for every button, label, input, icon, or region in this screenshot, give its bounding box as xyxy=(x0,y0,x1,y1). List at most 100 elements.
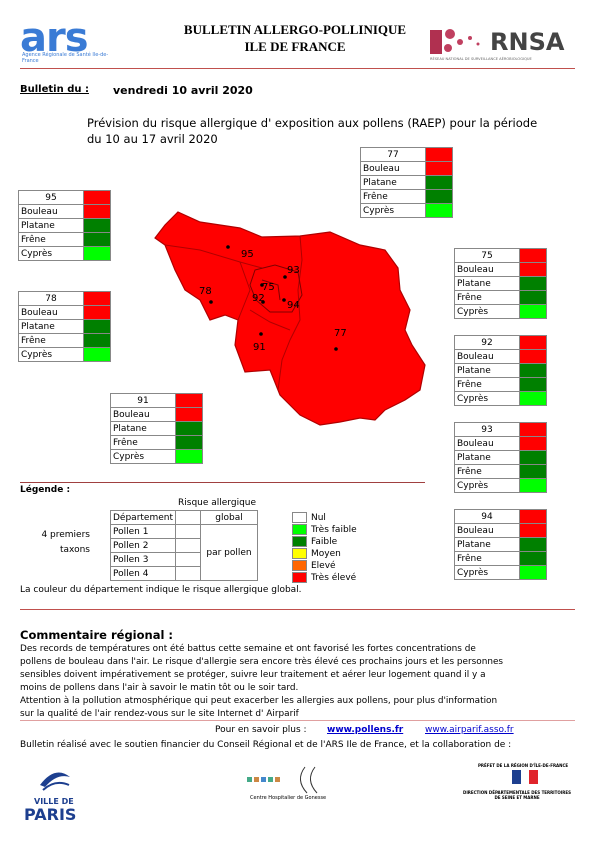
pollen-risk xyxy=(425,189,453,204)
hospital-mark xyxy=(247,766,318,794)
box-row: Frêne xyxy=(454,464,547,479)
map-label: 91 xyxy=(253,342,266,353)
box-row: Bouleau xyxy=(18,204,111,219)
box-row: 75 xyxy=(454,248,547,263)
pollen-risk xyxy=(519,290,547,305)
box-row: 91 xyxy=(110,393,203,408)
pollen-name: Bouleau xyxy=(18,305,84,320)
rnsa-logo: RNSA xyxy=(490,28,565,56)
pollen-name: Cyprès xyxy=(110,449,176,464)
legend-label: Elevé xyxy=(311,560,336,571)
global-risk xyxy=(519,335,547,350)
global-risk xyxy=(83,190,111,205)
pollen-name: Cyprès xyxy=(18,246,84,261)
box-row: Frêne xyxy=(454,551,547,566)
link[interactable]: www.airparif.asso.fr xyxy=(425,725,514,735)
pollen-name: Frêne xyxy=(18,333,84,348)
legend-swatch xyxy=(292,512,307,523)
pollen-name: Frêne xyxy=(454,464,520,479)
pollen-risk xyxy=(519,478,547,493)
pollen-risk xyxy=(519,523,547,538)
funding: Bulletin réalisé avec le soutien financi… xyxy=(20,740,512,750)
map-dot xyxy=(283,275,287,279)
comment-line: Des records de températures ont été batt… xyxy=(20,644,476,654)
department-box: 75 Bouleau Platane Frêne Cyprès xyxy=(454,248,547,319)
comment-line: pollens de bouleau dans l'air. Le risque… xyxy=(20,657,504,667)
paris-line2: PARIS xyxy=(24,805,77,824)
intro-line: du 10 au 17 avril 2020 xyxy=(87,132,218,146)
col-header: Département xyxy=(110,510,176,525)
box-row: 93 xyxy=(454,422,547,437)
ars-subtitle: Agence Régionale de Santé Ile-de-France xyxy=(22,52,109,64)
legend-item: Très élevé xyxy=(292,572,356,583)
box-row: Cyprès xyxy=(110,449,203,464)
border xyxy=(249,264,303,313)
box-row: Frêne xyxy=(110,435,203,450)
ddt: DIRECTION DÉPARTEMENTALE DES TERRITOIRES… xyxy=(463,790,571,800)
box-row: Cyprès xyxy=(454,478,547,493)
department-code: 77 xyxy=(360,147,426,162)
pollen-risk xyxy=(83,246,111,261)
pollen-risk xyxy=(83,305,111,320)
box-row: Platane xyxy=(454,450,547,465)
border xyxy=(261,279,281,301)
box-row: 92 xyxy=(454,335,547,350)
map-label: 75 xyxy=(262,282,275,293)
region-shape xyxy=(154,211,426,426)
pollen-name: Platane xyxy=(360,175,426,190)
pollen-risk xyxy=(175,407,203,422)
col-header: global xyxy=(200,510,258,525)
map-label: 93 xyxy=(287,265,300,276)
box-row: Bouleau xyxy=(454,523,547,538)
map-dot xyxy=(334,347,338,351)
box-row: 94 xyxy=(454,509,547,524)
map-label: 95 xyxy=(241,249,254,260)
pollen-name: Platane xyxy=(18,218,84,233)
map-label: 77 xyxy=(334,328,347,339)
legend-item: Très faible xyxy=(292,524,357,535)
map-label: 94 xyxy=(287,300,300,311)
department-box: 78 Bouleau Platane Frêne Cyprès xyxy=(18,291,111,362)
legend-swatch xyxy=(292,560,307,571)
pollen-risk xyxy=(519,537,547,552)
pollen-risk xyxy=(175,435,203,450)
pollen-name: Bouleau xyxy=(454,523,520,538)
link[interactable]: www.pollens.fr xyxy=(327,725,404,735)
pollen-name: Platane xyxy=(454,276,520,291)
box-row: Bouleau xyxy=(454,262,547,277)
border xyxy=(249,309,291,331)
pollen-name: Bouleau xyxy=(110,407,176,422)
rule xyxy=(20,720,575,721)
map-label: 78 xyxy=(199,286,212,297)
department-box: 94 Bouleau Platane Frêne Cyprès xyxy=(454,509,547,580)
legend-note: La couleur du département indique le ris… xyxy=(20,585,302,595)
global-risk xyxy=(83,291,111,306)
bulletin-date: vendredi 10 avril 2020 xyxy=(113,84,253,97)
pollen-name: Frêne xyxy=(454,290,520,305)
legend-swatch xyxy=(292,548,307,559)
global-risk xyxy=(175,393,203,408)
pollen-risk xyxy=(83,319,111,334)
legend-label: Moyen xyxy=(311,548,341,559)
legend-swatch xyxy=(292,572,307,583)
legend-label: Faible xyxy=(311,536,338,547)
pollen-name: Bouleau xyxy=(454,436,520,451)
pollen-risk xyxy=(83,232,111,247)
pollen-risk xyxy=(519,551,547,566)
box-row: Frêne xyxy=(18,232,111,247)
legend-table: Département global Pollen 1 par pollen Pol… xyxy=(110,510,258,581)
global-risk xyxy=(519,248,547,263)
rnsa-subtitle: RÉSEAU NATIONAL DE SURVEILLANCE AÉROBIOL… xyxy=(430,57,532,61)
department-box: 95 Bouleau Platane Frêne Cyprès xyxy=(18,190,111,261)
pollen-risk xyxy=(425,203,453,218)
row-label: Pollen 2 xyxy=(110,538,176,553)
department-box: 92 Bouleau Platane Frêne Cyprès xyxy=(454,335,547,406)
comment-line: sensibles doivent impérativement se prot… xyxy=(20,670,486,680)
pollen-name: Frêne xyxy=(454,377,520,392)
comment-line: sur la qualité de l'air rendez-vous sur … xyxy=(20,709,299,719)
pollen-risk xyxy=(519,565,547,580)
legend-table-title: Risque allergique xyxy=(178,498,257,508)
pollen-risk xyxy=(519,391,547,406)
pollen-risk xyxy=(83,333,111,348)
